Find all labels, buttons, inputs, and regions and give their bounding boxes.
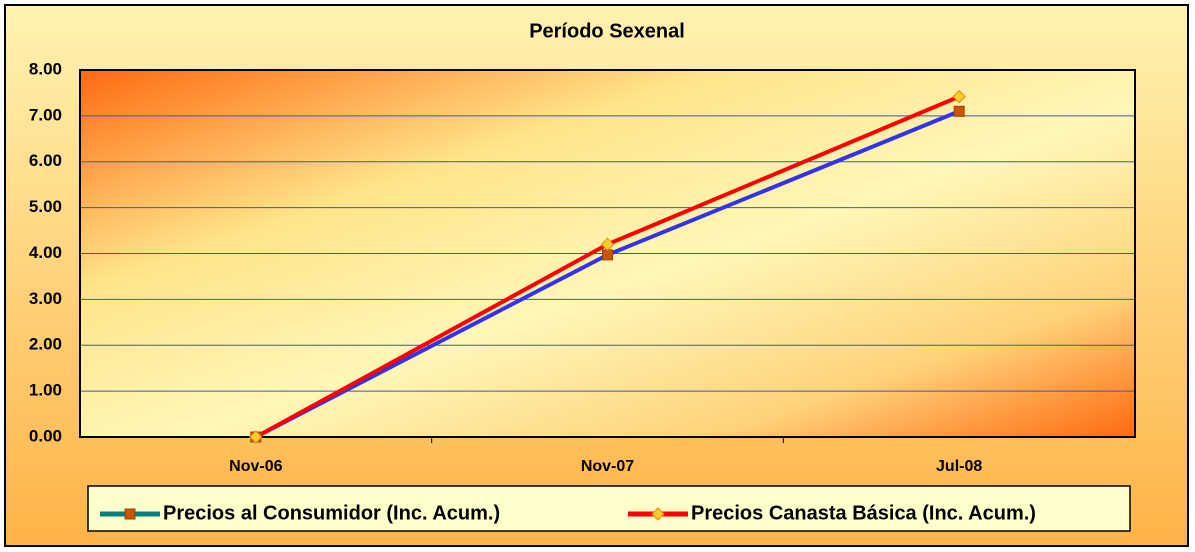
y-tick-label: 2.00: [29, 335, 62, 354]
series-marker: [953, 105, 965, 117]
legend-marker: [124, 508, 136, 520]
series-marker: [952, 89, 966, 104]
y-tick-label: 0.00: [29, 426, 62, 445]
legend-marker: [651, 507, 665, 521]
y-tick-label: 8.00: [29, 59, 62, 78]
y-tick-label: 5.00: [29, 197, 62, 216]
y-tick-label: 7.00: [29, 105, 62, 124]
y-tick-label: 4.00: [29, 243, 62, 262]
legend-label: Precios Canasta Básica (Inc. Acum.): [691, 502, 1036, 524]
series-marker: [602, 249, 613, 261]
x-tick-label: Nov-06: [229, 458, 282, 475]
y-tick-label: 1.00: [29, 381, 62, 400]
chart-title: Período Sexenal: [529, 20, 685, 42]
plot-border: [79, 69, 1136, 438]
series-marker: [249, 430, 263, 444]
legend-box: [87, 485, 1131, 532]
y-tick-label: 6.00: [29, 151, 62, 170]
x-tick-label: Nov-07: [581, 458, 634, 475]
legend-label: Precios al Consumidor (Inc. Acum.): [163, 502, 500, 524]
series-marker: [600, 237, 615, 252]
y-tick-label: 3.00: [29, 289, 62, 308]
x-tick-label: Jul-08: [936, 458, 982, 475]
